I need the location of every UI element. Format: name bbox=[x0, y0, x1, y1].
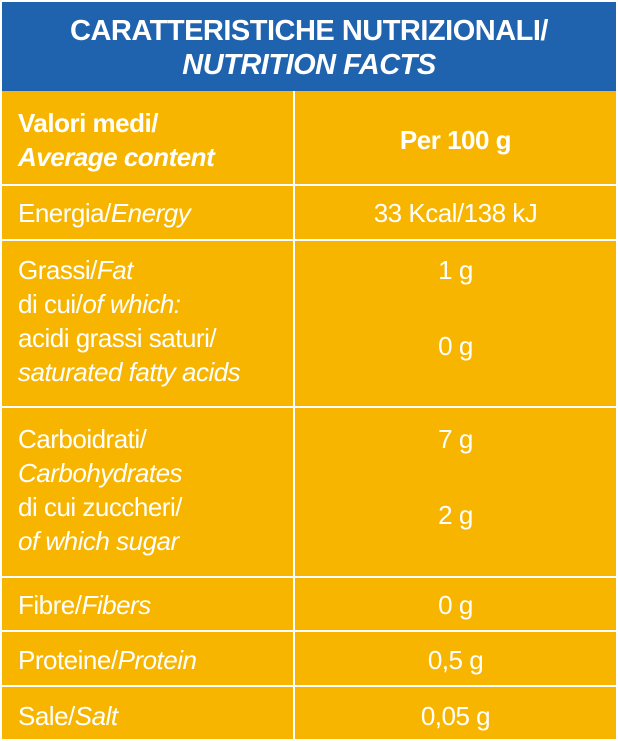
column-header-label: Valori medi/ Average content bbox=[18, 106, 290, 174]
fibers-label-english: Fibers bbox=[81, 590, 151, 620]
salt-label-italian: Sale/ bbox=[18, 701, 75, 731]
column-divider bbox=[293, 91, 295, 741]
row-divider bbox=[2, 184, 616, 186]
fat-label-english: Fat bbox=[96, 255, 134, 285]
protein-label-english: Protein bbox=[117, 645, 197, 675]
row-divider bbox=[2, 630, 616, 632]
row-divider bbox=[2, 576, 616, 578]
row-salt-label: Sale/Salt bbox=[18, 699, 290, 733]
saturated-label-italian: acidi grassi saturi/ bbox=[18, 323, 217, 353]
row-divider bbox=[2, 406, 616, 408]
fat-label-italian: Grassi/ bbox=[18, 255, 97, 285]
row-fibers-value: 0 g bbox=[438, 590, 473, 620]
energy-label-italian: Energia/ bbox=[18, 198, 111, 228]
title-english: NUTRITION FACTS bbox=[182, 49, 436, 81]
row-carbohydrates-value: 7 g bbox=[438, 424, 473, 454]
row-saturated-value: 0 g bbox=[438, 331, 473, 361]
row-carbohydrates-label: Carboidrati/ Carbohydrates di cui zucche… bbox=[18, 422, 290, 558]
row-energy-label: Energia/Energy bbox=[18, 196, 290, 230]
row-energy-value: 33 Kcal/138 kJ bbox=[373, 198, 538, 228]
saturated-label-english: saturated fatty acids bbox=[18, 357, 241, 387]
fibers-label-italian: Fibre/ bbox=[18, 590, 82, 620]
row-protein-value: 0,5 g bbox=[427, 645, 484, 675]
energy-label-english: Energy bbox=[110, 198, 191, 228]
row-fat-value: 1 g bbox=[438, 255, 473, 285]
protein-label-italian: Proteine/ bbox=[18, 645, 118, 675]
fat-sub-italian: di cui/ bbox=[18, 289, 83, 319]
row-salt-value: 0,05 g bbox=[420, 701, 491, 731]
carbohydrates-label-english: Carbohydrates bbox=[18, 458, 183, 488]
row-divider bbox=[2, 685, 616, 687]
fat-sub-english: of which: bbox=[82, 289, 181, 319]
carbohydrates-label-italian: Carboidrati/ bbox=[18, 424, 147, 454]
salt-label-english: Salt bbox=[74, 701, 118, 731]
table-title: CARATTERISTICHE NUTRIZIONALI/ NUTRITION … bbox=[2, 2, 616, 91]
sugar-label-english: of which sugar bbox=[18, 526, 179, 556]
row-fibers-label: Fibre/Fibers bbox=[18, 588, 290, 622]
row-fat-label: Grassi/Fat di cui/of which: acidi grassi… bbox=[18, 253, 290, 389]
column-header-per-100g: Per 100 g bbox=[399, 125, 512, 155]
row-protein-label: Proteine/Protein bbox=[18, 643, 290, 677]
row-divider bbox=[2, 239, 616, 241]
row-sugar-value: 2 g bbox=[438, 500, 473, 530]
column-header-english: Average content bbox=[18, 142, 215, 172]
title-italian: CARATTERISTICHE NUTRIZIONALI/ bbox=[70, 15, 548, 47]
sugar-label-italian: di cui zuccheri/ bbox=[18, 492, 182, 522]
column-header-italian: Valori medi/ bbox=[18, 108, 158, 138]
